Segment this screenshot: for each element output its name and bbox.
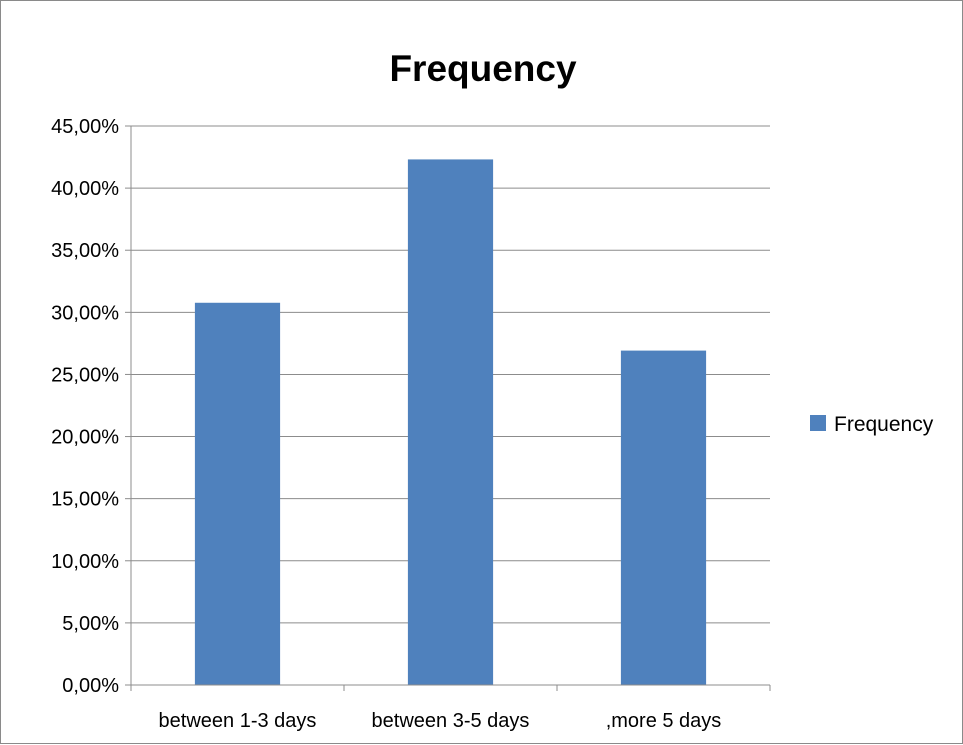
y-tick-label: 45,00% [51,116,119,138]
y-tick-label: 30,00% [51,302,119,324]
x-tick-label: between 3-5 days [372,710,530,732]
y-tick-label: 0,00% [62,675,119,697]
y-tick-label: 35,00% [51,240,119,262]
bar [620,350,707,685]
bars [194,159,707,685]
x-tick-label: between 1-3 days [159,710,317,732]
y-tick-label: 5,00% [62,613,119,635]
y-tick-label: 20,00% [51,427,119,449]
legend: Frequency [810,413,934,436]
y-tick-label: 40,00% [51,178,119,200]
y-tick-label: 10,00% [51,551,119,573]
legend-label-frequency: Frequency [834,413,934,436]
y-tick-labels: 0,00% 5,00% 10,00% 15,00% 20,00% 25,00% 30,00%… [51,116,119,697]
axes [125,125,771,691]
y-tick-label: 25,00% [51,364,119,386]
bar [407,159,494,685]
y-tick-label: 15,00% [51,489,119,511]
chart-title: Frequency [389,48,577,89]
x-tick-labels: between 1-3 days between 3-5 days ,more 5 … [159,710,722,732]
bar [194,302,281,685]
legend-swatch-frequency [810,415,826,431]
x-tick-label: ,more 5 days [606,710,722,732]
